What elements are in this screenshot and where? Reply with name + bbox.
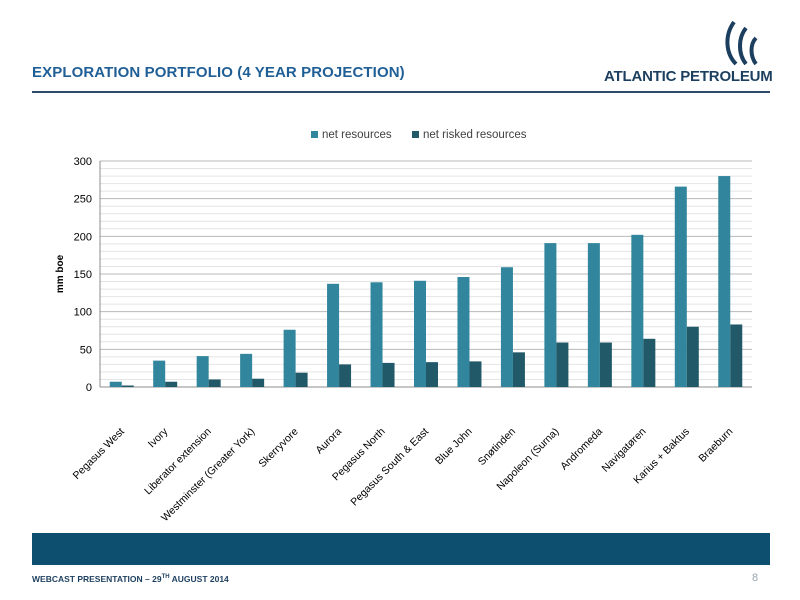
bar-net-risked-resources: [686, 326, 699, 387]
bar-net-risked-resources: [295, 372, 308, 387]
legend-label-net-resources: net resources: [322, 129, 392, 141]
bar-net-resources: [240, 353, 253, 387]
x-tick-label: Ivory: [146, 425, 171, 450]
bar-net-risked-resources: [512, 352, 525, 387]
bar-net-risked-resources: [208, 379, 221, 387]
legend-swatch-net-resources: [311, 131, 318, 138]
header-divider: [32, 91, 770, 93]
y-tick-label: 150: [74, 269, 92, 281]
bar-net-resources: [196, 356, 209, 387]
bar-net-risked-resources: [730, 324, 743, 387]
y-tick-label: 300: [74, 156, 92, 168]
bar-net-risked-resources: [599, 342, 612, 387]
x-tick-label: Blue John: [433, 426, 475, 468]
x-tick-label: Snøtinden: [476, 426, 518, 468]
bar-net-risked-resources: [426, 362, 438, 387]
y-tick-label: 200: [74, 231, 92, 243]
bar-net-risked-resources: [339, 364, 352, 387]
footer-band: [32, 533, 770, 565]
bar-net-risked-resources: [165, 381, 178, 387]
x-tick-label: Braeburn: [696, 426, 735, 465]
legend-label-net-risked-resources: net risked resources: [423, 129, 527, 141]
bar-net-resources: [414, 280, 426, 387]
bar-net-resources: [631, 234, 644, 387]
legend-swatch-net-risked-resources: [412, 131, 419, 138]
bar-net-risked-resources: [252, 378, 265, 387]
company-logo: ATLANTIC PETROLEUM: [604, 14, 773, 88]
footer-superscript: TH: [161, 574, 170, 581]
bar-net-resources: [370, 282, 383, 387]
x-tick-label: Pegasus West: [71, 426, 127, 482]
bar-net-risked-resources: [469, 361, 482, 387]
logo-mark-icon: [725, 20, 758, 66]
y-axis-label: mm boe: [55, 254, 66, 293]
bar-net-resources: [587, 243, 600, 387]
chart-legend: net resources net risked resources: [311, 129, 527, 141]
bar-chart: net resources net risked resources mm bo…: [55, 129, 752, 524]
y-tick-label: 50: [80, 344, 92, 356]
bar-net-resources: [674, 186, 687, 387]
bar-net-risked-resources: [382, 362, 395, 387]
bar-net-resources: [500, 267, 513, 387]
page-title: EXPLORATION PORTFOLIO (4 YEAR PROJECTION…: [32, 64, 405, 81]
bar-net-resources: [283, 329, 296, 387]
y-tick-label: 0: [86, 382, 92, 394]
bar-net-risked-resources: [556, 342, 569, 387]
bar-net-resources: [718, 176, 731, 387]
footer-prefix: WEBCAST PRESENTATION – 29: [32, 574, 162, 584]
y-tick-label: 250: [74, 194, 92, 206]
logo-text: ATLANTIC PETROLEUM: [604, 68, 773, 85]
x-tick-label: Aurora: [313, 426, 344, 457]
x-tick-label: Skerryvore: [256, 426, 300, 470]
footer-caption: WEBCAST PRESENTATION – 29TH AUGUST 2014: [32, 574, 229, 584]
bar-net-resources: [109, 381, 122, 387]
footer-suffix: AUGUST 2014: [169, 574, 229, 584]
x-tick-label: Westminster (Greater York): [159, 426, 257, 524]
y-tick-labels: 0 50 100 150 200 250 300: [74, 156, 92, 394]
page-number: 8: [752, 572, 759, 584]
bar-net-resources: [457, 277, 470, 387]
x-tick-label: Pegasus South & East: [348, 426, 431, 509]
x-tick-label: Andromeda: [558, 426, 605, 473]
bar-net-resources: [327, 283, 340, 387]
bar-net-resources: [153, 360, 166, 387]
chart-bars: [109, 176, 743, 387]
bar-net-resources: [544, 243, 557, 387]
bar-net-risked-resources: [643, 338, 656, 387]
y-tick-label: 100: [74, 307, 92, 319]
bar-net-risked-resources: [121, 385, 134, 387]
